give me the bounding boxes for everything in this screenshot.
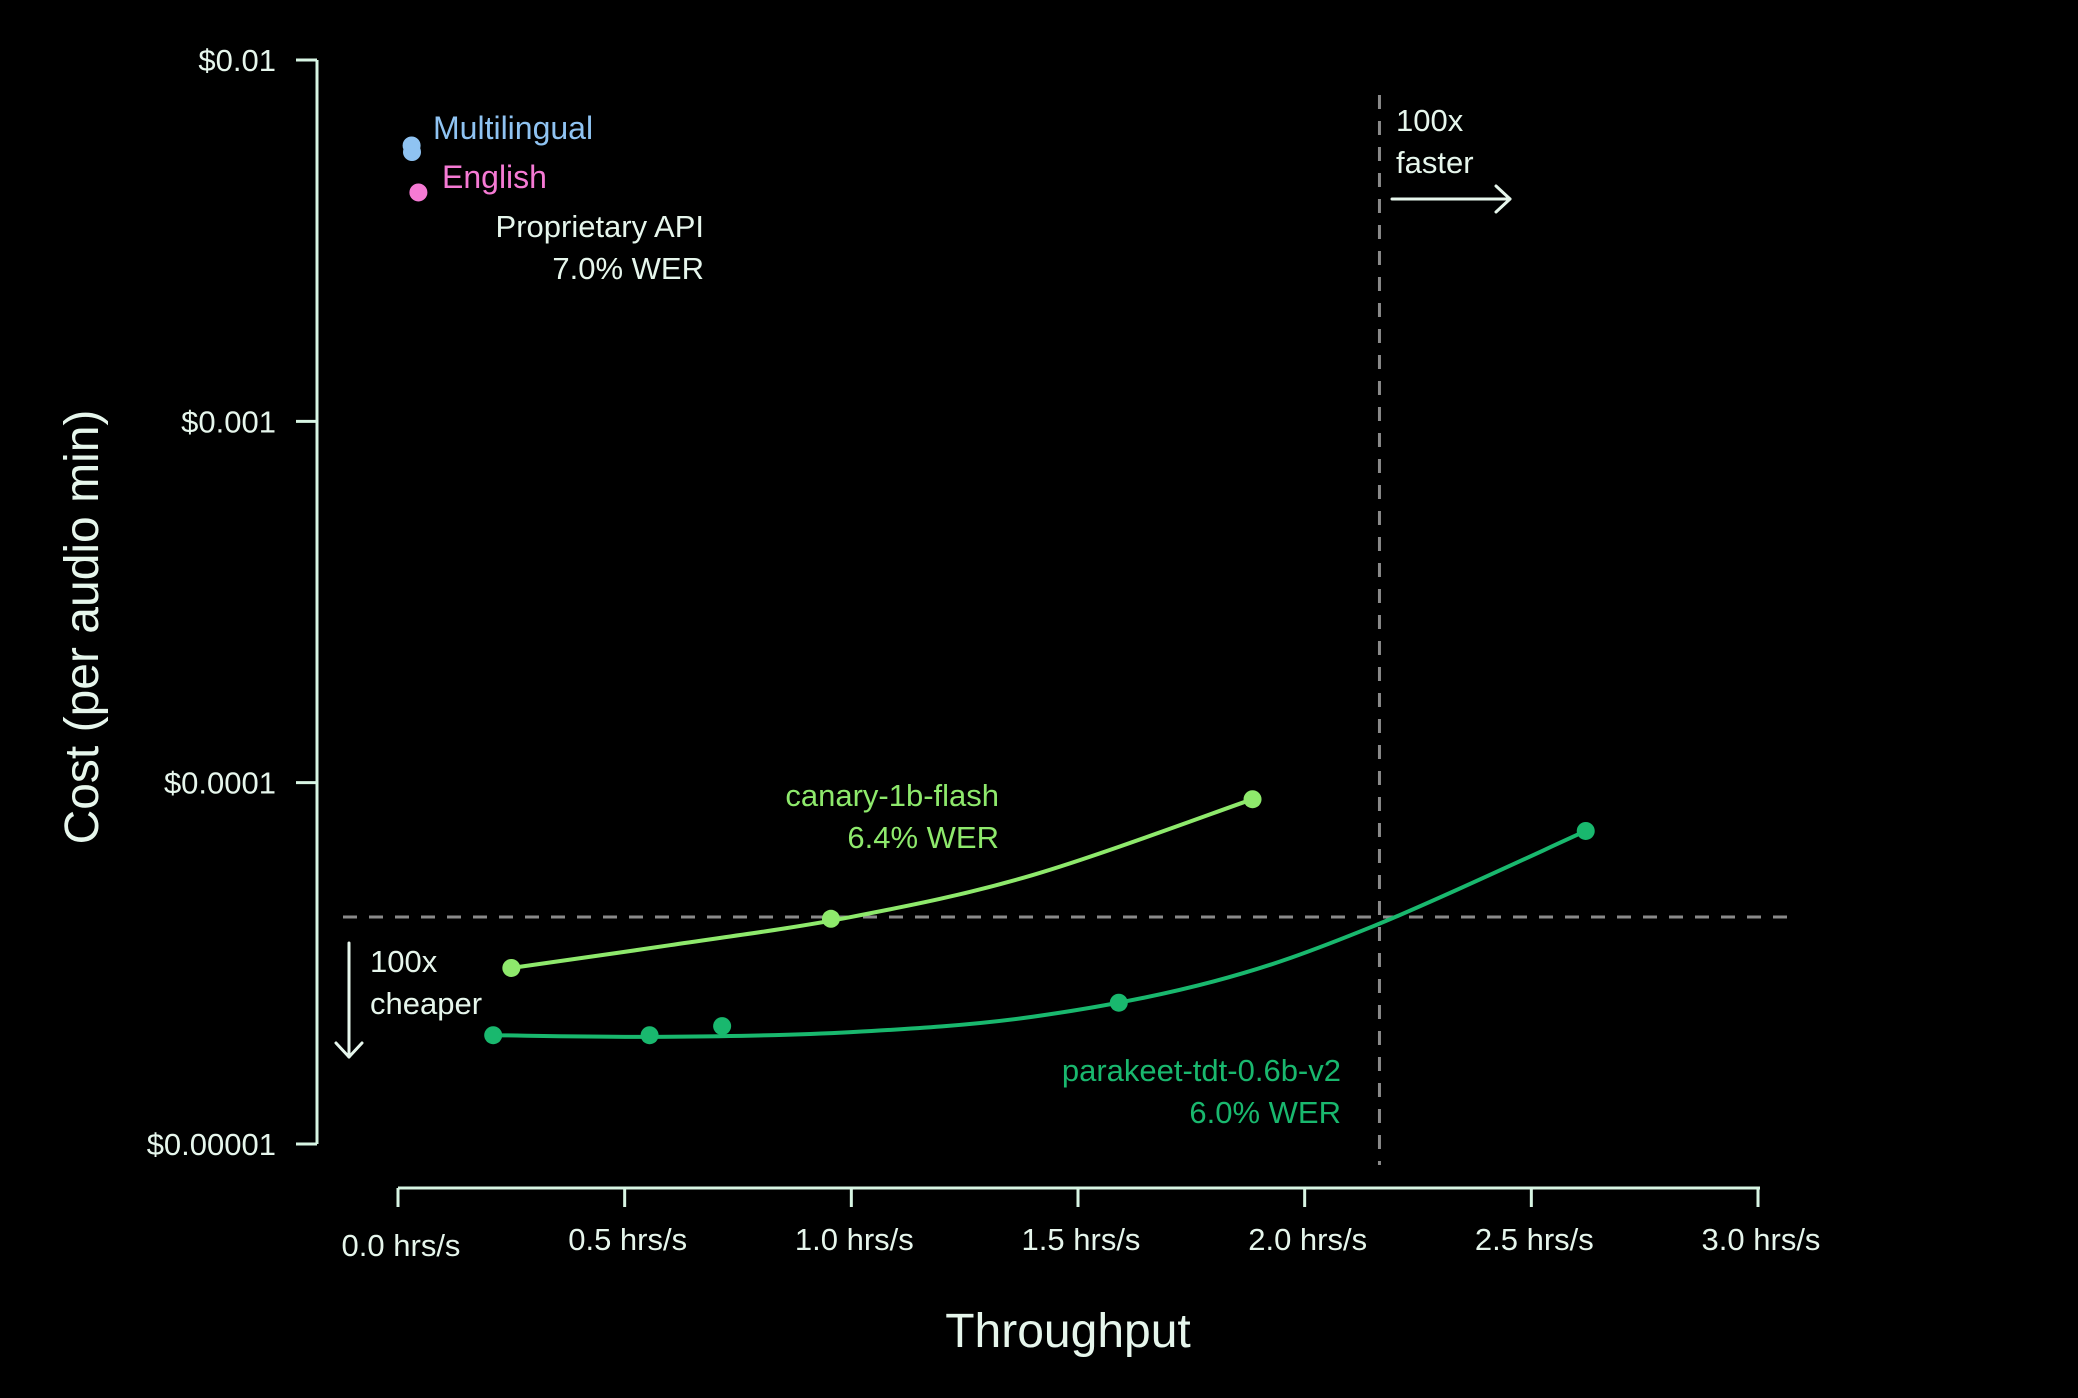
canary-1b-flash-point: [821, 909, 840, 928]
series-curves: [491, 797, 1588, 1039]
parakeet-tdt-0-6b-v2-point: [1576, 821, 1595, 840]
cheaper-label-line2: cheaper: [370, 986, 482, 1021]
x-tick-label: 1.5 hrs/s: [1022, 1222, 1141, 1257]
legend-label-multilingual: Multilingual: [433, 110, 593, 146]
reference-lines: [343, 95, 1795, 1165]
y-tick-label: $0.00001: [147, 1127, 276, 1162]
parakeet-tdt-0-6b-v2-point: [713, 1017, 732, 1036]
data-points: [402, 136, 1595, 1045]
x-axis-ticks: 0.0 hrs/s 0.5 hrs/s 1.0 hrs/s 1.5 hrs/s 2.0 …: [342, 1188, 1821, 1263]
legend-label-english: English: [442, 159, 547, 195]
faster-arrow-icon: [1390, 184, 1512, 214]
x-tick-label: 0.5 hrs/s: [568, 1222, 687, 1257]
parakeet-tdt-0-6b-v2-point: [1109, 993, 1128, 1012]
faster-label-line1: 100x: [1396, 103, 1464, 138]
cheaper-arrow-icon: [334, 941, 364, 1059]
x-tick-label: 3.0 hrs/s: [1702, 1222, 1821, 1257]
parakeet-label-wer: 6.0% WER: [1189, 1095, 1341, 1130]
parakeet-tdt-0-6b-v2-curve: [491, 828, 1588, 1039]
y-tick-label: $0.001: [181, 404, 276, 439]
x-tick-label: 2.5 hrs/s: [1475, 1222, 1594, 1257]
x-tick-label: 0.0 hrs/s: [342, 1228, 461, 1263]
cheaper-label-line1: 100x: [370, 944, 438, 979]
y-axis-title: Cost (per audio min): [56, 410, 109, 845]
x-tick-label: 2.0 hrs/s: [1248, 1222, 1367, 1257]
parakeet-label-name: parakeet-tdt-0.6b-v2: [1062, 1053, 1341, 1088]
canary-1b-flash-curve: [509, 797, 1255, 970]
proprietary-api-point: [409, 183, 428, 202]
canary-label-name: canary-1b-flash: [785, 778, 999, 813]
y-axis-ticks: $0.01 $0.001 $0.0001 $0.00001: [147, 43, 317, 1162]
y-tick-label: $0.01: [198, 43, 276, 78]
annotation-arrows: [334, 184, 1512, 1059]
parakeet-tdt-0-6b-v2-point: [640, 1026, 659, 1045]
x-axis-title: Throughput: [945, 1305, 1191, 1358]
series-labels: Proprietary API 7.0% WER canary-1b-flash…: [370, 103, 1474, 1130]
x-tick-label: 1.0 hrs/s: [795, 1222, 914, 1257]
parakeet-tdt-0-6b-v2-point: [484, 1026, 503, 1045]
proprietary-label-name: Proprietary API: [496, 209, 704, 244]
canary-1b-flash-point: [1243, 790, 1262, 809]
canary-1b-flash-point: [502, 958, 521, 977]
proprietary-label-wer: 7.0% WER: [552, 251, 704, 286]
faster-label-line2: faster: [1396, 145, 1474, 180]
canary-label-wer: 6.4% WER: [847, 820, 999, 855]
legend: Multilingual English: [403, 110, 593, 195]
y-tick-label: $0.0001: [164, 766, 276, 801]
legend-marker-multilingual: [403, 143, 421, 161]
